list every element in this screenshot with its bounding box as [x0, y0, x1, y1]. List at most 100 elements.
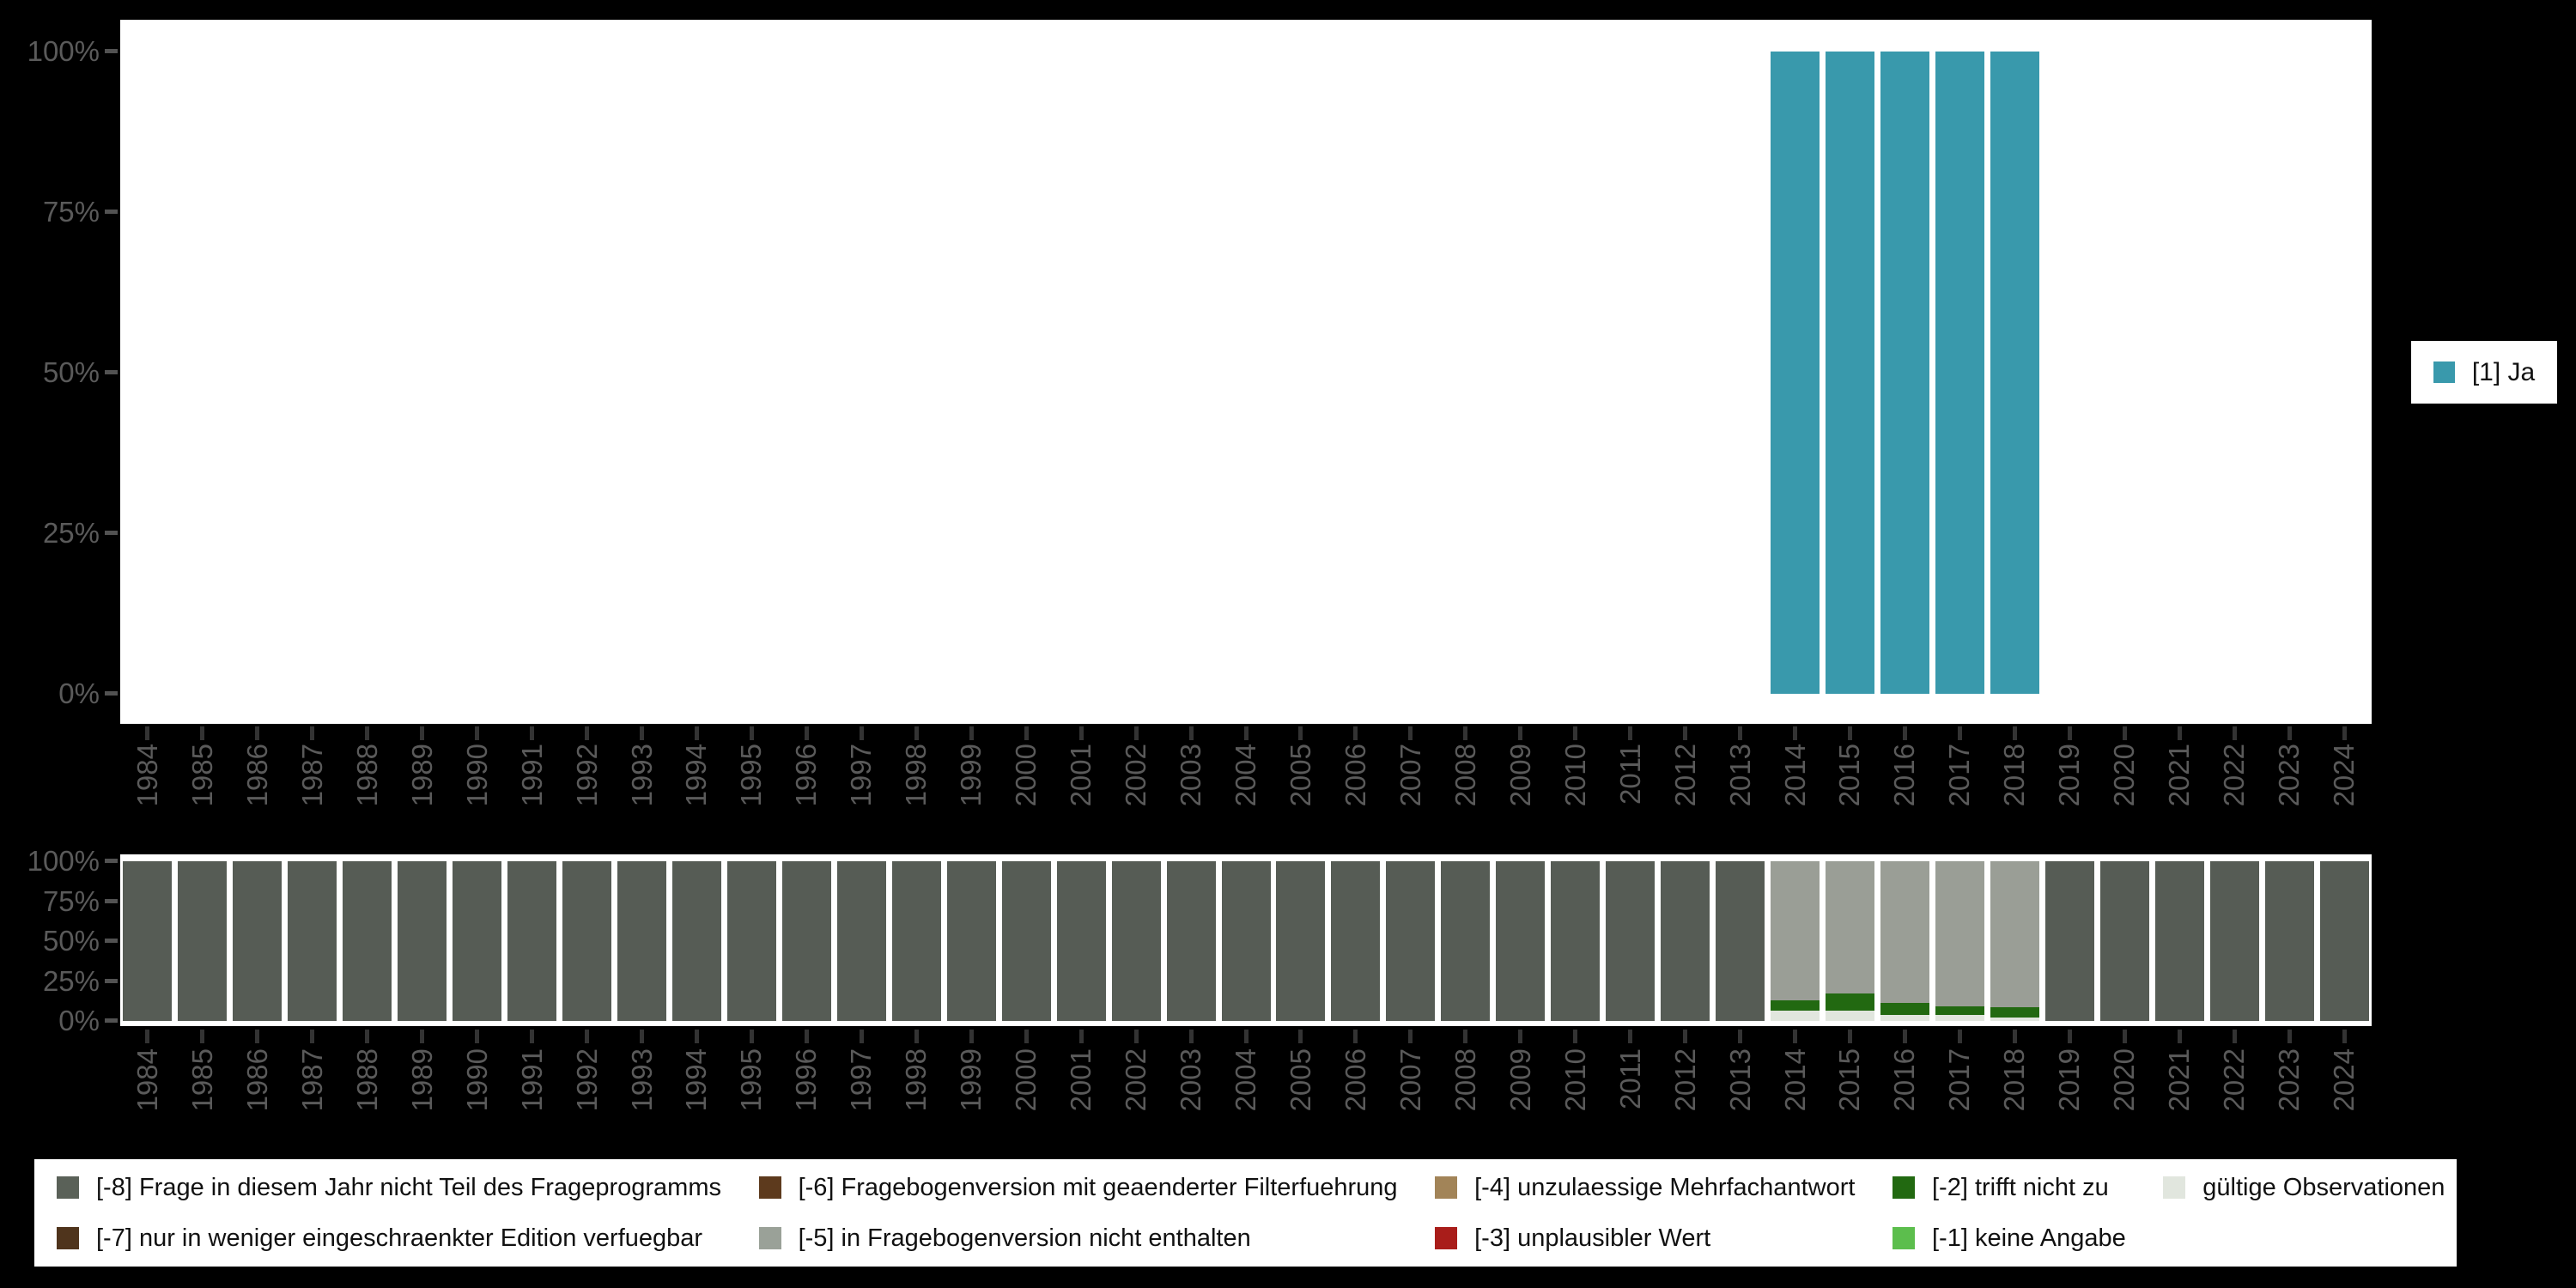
legend-item: [-8] Frage in diesem Jahr nicht Teil des…	[57, 1174, 733, 1202]
x-axis-tick	[530, 726, 535, 740]
x-axis-tick-label: 1989	[405, 744, 438, 807]
x-axis-tick	[1902, 726, 1907, 740]
legend-label: [-2] trifft nicht zu	[1931, 1173, 2109, 1201]
x-axis-tick-label: 2012	[1668, 744, 1701, 807]
bar-segment	[1880, 861, 1929, 1003]
bar-segment	[1935, 52, 1984, 694]
x-axis-tick	[804, 726, 809, 740]
x-axis-tick	[255, 1030, 260, 1043]
x-axis-tick-label: 2009	[1504, 1048, 1536, 1112]
legend-swatch	[57, 1227, 79, 1249]
bar-segment	[1441, 861, 1491, 1021]
bar-segment	[1771, 861, 1820, 1000]
bar-segment	[946, 861, 996, 1021]
x-axis-tick-label: 2018	[1998, 744, 2031, 807]
x-axis-tick	[1847, 726, 1852, 740]
x-axis-tick-label: 2005	[1284, 1048, 1316, 1112]
x-axis-tick	[2177, 1030, 2182, 1043]
response-legend-box: [1] Ja	[2411, 341, 2557, 404]
bar-segment	[1111, 861, 1161, 1021]
x-axis-tick-label: 2001	[1065, 744, 1097, 807]
bar-segment	[123, 861, 173, 1021]
y-axis-tick-label: 50%	[42, 925, 100, 957]
bar-segment	[1990, 861, 2039, 1007]
bar-segment	[343, 861, 392, 1021]
x-axis-tick-label: 2017	[1943, 744, 1976, 807]
bar-segment	[562, 861, 612, 1021]
y-axis-tick	[105, 978, 118, 983]
legend-label: [-4] unzulaessige Mehrfachantwort	[1474, 1173, 1856, 1201]
bar-segment	[1825, 861, 1874, 993]
x-axis-tick	[2232, 726, 2237, 740]
x-axis-tick	[1243, 1030, 1249, 1043]
x-axis-tick	[859, 1030, 864, 1043]
y-axis-tick-label: 0%	[58, 1005, 100, 1036]
bar-segment	[2264, 861, 2314, 1021]
legend-item: [-2] trifft nicht zu	[1892, 1173, 2137, 1202]
x-axis-tick-label: 2002	[1120, 744, 1152, 807]
x-axis-tick-label: 2024	[2328, 1048, 2360, 1112]
x-axis-tick	[145, 1030, 150, 1043]
x-axis-tick	[969, 726, 974, 740]
x-axis-tick	[2012, 726, 2017, 740]
bar-segment	[1496, 861, 1546, 1021]
x-axis-tick-label: 2003	[1175, 744, 1207, 807]
legend-label: [-5] in Fragebogenversion nicht enthalte…	[798, 1224, 1251, 1252]
y-axis-tick	[105, 370, 118, 374]
bar-segment	[1276, 861, 1326, 1021]
bar-segment	[891, 861, 941, 1021]
x-axis-tick-label: 1990	[460, 744, 493, 807]
x-axis-tick	[310, 1030, 315, 1043]
x-axis-tick	[1078, 726, 1084, 740]
legend-item: [-4] unzulaessige Mehrfachantwort	[1435, 1174, 1867, 1202]
bar-segment	[1880, 52, 1929, 694]
x-axis-tick	[1353, 1030, 1358, 1043]
x-axis-tick	[2232, 1030, 2237, 1043]
y-axis-tick	[105, 691, 118, 696]
y-axis-tick-label: 25%	[42, 517, 100, 549]
x-axis-tick	[1353, 726, 1358, 740]
bar-segment	[2154, 861, 2204, 1021]
x-axis-tick-label: 1986	[240, 744, 273, 807]
x-axis-tick-label: 2020	[2108, 744, 2141, 807]
x-axis-tick	[1518, 726, 1523, 740]
x-axis-tick	[1024, 726, 1029, 740]
legend-swatch	[57, 1176, 79, 1199]
bar-segment	[1880, 1002, 1929, 1015]
x-axis-tick-label: 1992	[570, 1048, 603, 1112]
legend-swatch	[2433, 361, 2455, 383]
x-axis-tick-label: 2018	[1998, 1048, 2031, 1112]
x-axis-tick-label: 1986	[240, 1048, 273, 1112]
x-axis-tick	[2122, 1030, 2127, 1043]
legend-label: [-7] nur in weniger eingeschraenkter Edi…	[96, 1224, 703, 1252]
bar-segment	[1661, 861, 1710, 1021]
x-axis-tick-label: 2008	[1449, 1048, 1481, 1112]
x-axis-tick	[1628, 726, 1633, 740]
legend-swatch	[2163, 1176, 2186, 1199]
bar-segment	[2099, 861, 2149, 1021]
x-axis-tick-label: 2017	[1943, 1048, 1976, 1112]
x-axis-tick	[1738, 726, 1743, 740]
legend-swatch	[1892, 1227, 1915, 1249]
x-axis-tick-label: 2024	[2328, 744, 2360, 807]
legend-label: [-6] Fragebogenversion mit geaenderter F…	[798, 1173, 1398, 1201]
legend-swatch	[758, 1227, 781, 1249]
x-axis-tick	[1408, 1030, 1413, 1043]
x-axis-tick-label: 2019	[2053, 744, 2086, 807]
x-axis-tick-label: 2003	[1175, 1048, 1207, 1112]
bar-segment	[1551, 861, 1601, 1021]
bar-segment	[671, 861, 721, 1021]
x-axis-tick	[1847, 1030, 1852, 1043]
bar-segment	[2044, 861, 2094, 1021]
x-axis-tick	[365, 1030, 370, 1043]
missing-codes-legend-box: [-8] Frage in diesem Jahr nicht Teil des…	[34, 1159, 2457, 1267]
bar-segment	[1935, 861, 1984, 1006]
x-axis-tick	[2342, 726, 2347, 740]
legend-label: gültige Observationen	[2202, 1173, 2445, 1201]
x-axis-tick	[420, 726, 425, 740]
x-axis-tick-label: 2007	[1394, 744, 1426, 807]
x-axis-tick	[1298, 1030, 1303, 1043]
x-axis-tick-label: 1991	[515, 744, 548, 807]
x-axis-tick-label: 1997	[845, 744, 878, 807]
x-axis-tick	[475, 726, 480, 740]
